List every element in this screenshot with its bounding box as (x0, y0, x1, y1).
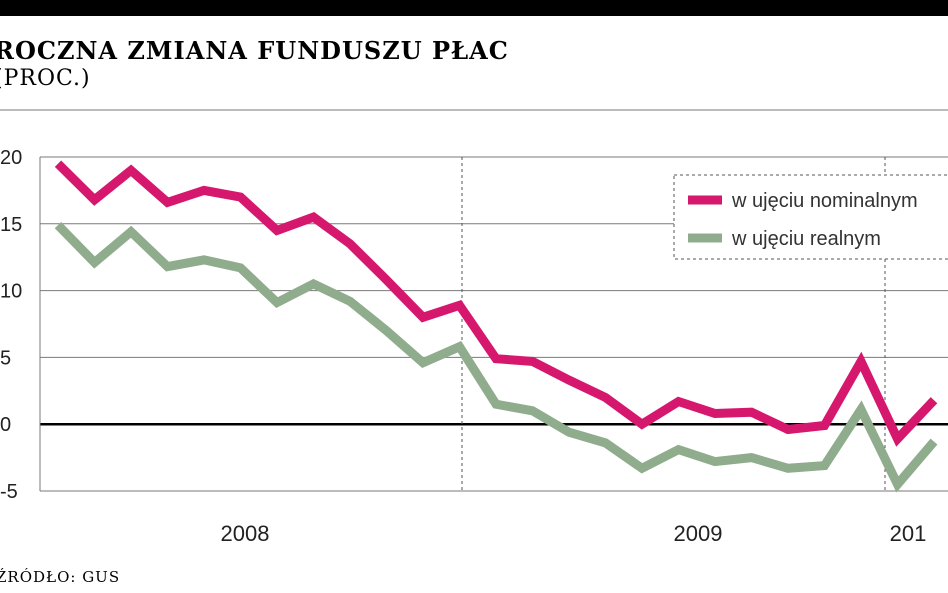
x-year-label: 2009 (674, 521, 723, 546)
y-tick-label: -5 (0, 481, 18, 503)
chart-title: ROCZNA ZMIANA FUNDUSZU PŁAC (0, 36, 509, 65)
source-note: ŹRÓDŁO: GUS (0, 568, 121, 586)
series-real-line (54, 221, 938, 493)
legend-box (673, 174, 948, 260)
y-tick-label: 15 (0, 214, 22, 236)
y-tick-label: 5 (0, 347, 11, 369)
top-bar (0, 0, 948, 16)
legend-label: w ujęciu realnym (731, 228, 881, 250)
y-tick-label: 20 (0, 147, 22, 169)
legend-label: w ujęciu nominalnym (731, 190, 918, 212)
x-year-label: 201 (890, 521, 927, 546)
chart-subtitle: (PROC.) (0, 66, 91, 91)
y-tick-label: 10 (0, 281, 22, 303)
x-year-label: 2008 (221, 521, 270, 546)
series-nominal-line (54, 160, 938, 447)
y-tick-label: 0 (0, 414, 11, 436)
